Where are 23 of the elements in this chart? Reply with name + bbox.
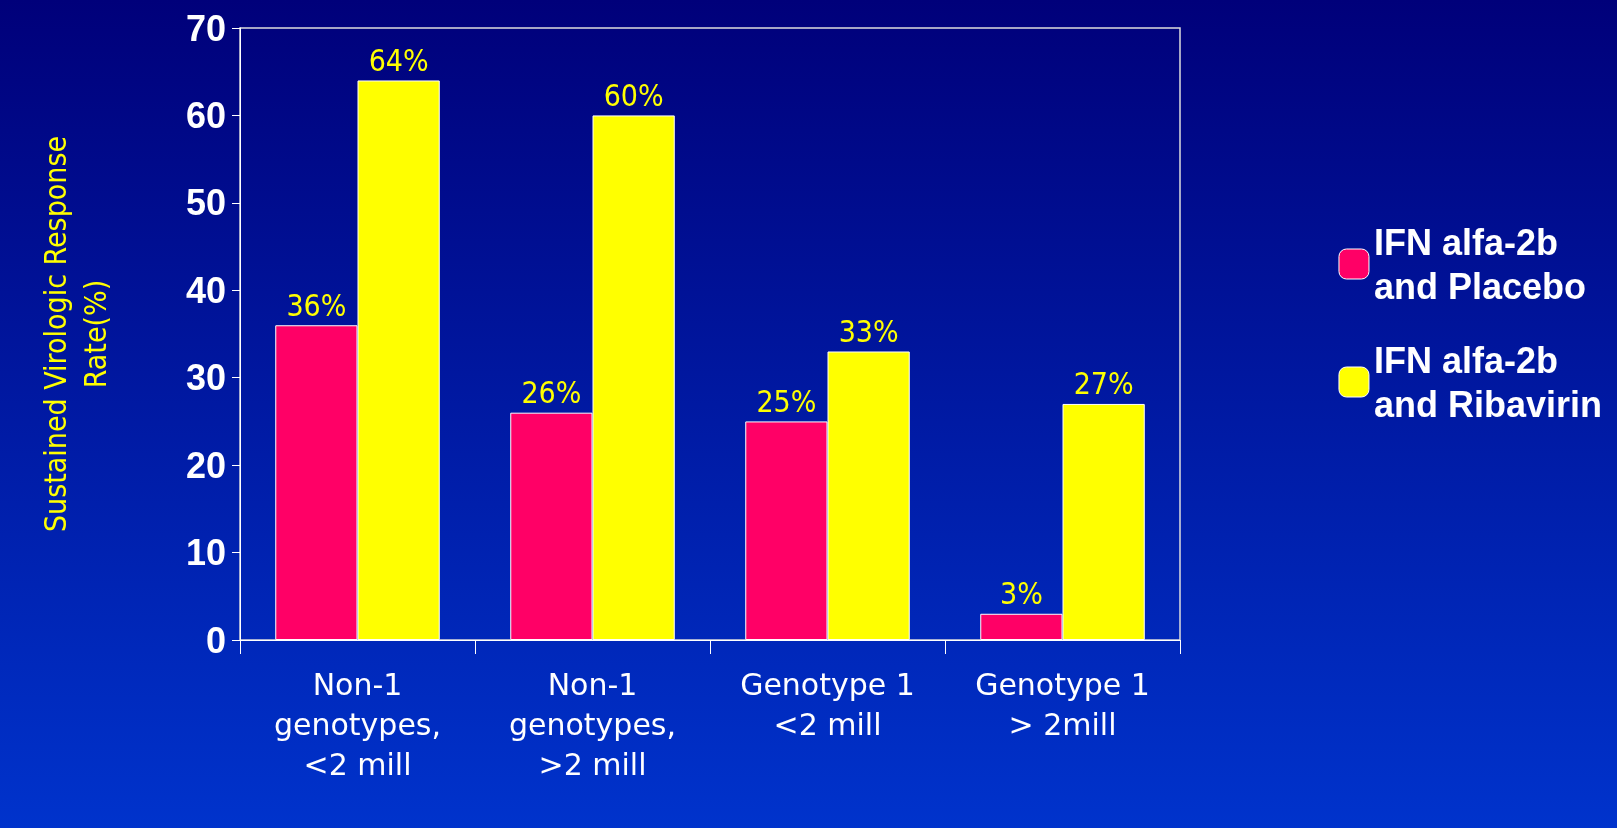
x-tick-label: Non-1 genotypes, >2 mill xyxy=(508,666,677,782)
data-label: 33% xyxy=(838,313,899,349)
y-tick-label: 60 xyxy=(185,94,226,136)
y-tick-label: 0 xyxy=(205,619,226,661)
x-tick-label: Non-1 genotypes, <2 mill xyxy=(273,666,442,782)
data-label: 60% xyxy=(603,77,664,113)
x-tick-label: Genotype 1 <2 mill xyxy=(740,666,915,742)
x-tick-label: Genotype 1 > 2mill xyxy=(975,666,1150,742)
data-label: 3% xyxy=(999,576,1043,612)
legend-label: IFN alfa-2b and Ribavirin xyxy=(1373,339,1603,425)
y-axis-title: Sustained Virologic Response Rate(%) xyxy=(37,135,113,533)
y-tick-label: 20 xyxy=(185,444,226,486)
data-label: 36% xyxy=(286,287,347,323)
y-tick-label: 10 xyxy=(185,532,226,574)
data-label: 25% xyxy=(756,383,817,419)
data-label: 64% xyxy=(368,42,429,78)
y-tick-label: 30 xyxy=(185,357,226,399)
data-label: 26% xyxy=(521,375,582,411)
y-tick-label: 50 xyxy=(185,182,226,224)
y-tick-label: 40 xyxy=(185,269,226,311)
legend-label: IFN alfa-2b and Placebo xyxy=(1373,221,1587,307)
y-tick-label: 70 xyxy=(185,7,226,49)
data-label: 27% xyxy=(1073,366,1134,402)
